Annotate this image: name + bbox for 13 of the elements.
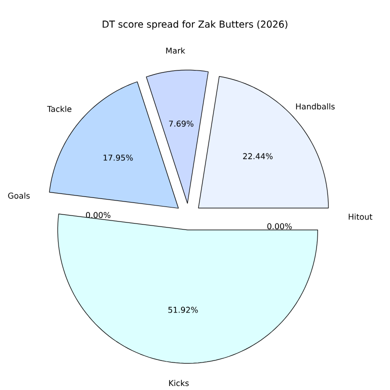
data-label: 17.95% bbox=[104, 154, 133, 161]
category-label: Hitout bbox=[348, 214, 372, 220]
data-label: 7.69% bbox=[169, 120, 194, 127]
data-label: 22.44% bbox=[243, 153, 273, 160]
data-label: 51.92% bbox=[168, 306, 198, 313]
slice-label: Tackle bbox=[47, 106, 72, 112]
category-label: Goals bbox=[8, 192, 30, 199]
chart-title: DT score spread for Zak Butters (2026) bbox=[102, 20, 288, 30]
text: 0.00% bbox=[267, 223, 292, 230]
text: 0.00% bbox=[86, 212, 110, 218]
slice-label: Kicks bbox=[169, 380, 189, 386]
slice-label: Handballs bbox=[296, 103, 335, 110]
slice-label: Mark bbox=[166, 47, 186, 54]
